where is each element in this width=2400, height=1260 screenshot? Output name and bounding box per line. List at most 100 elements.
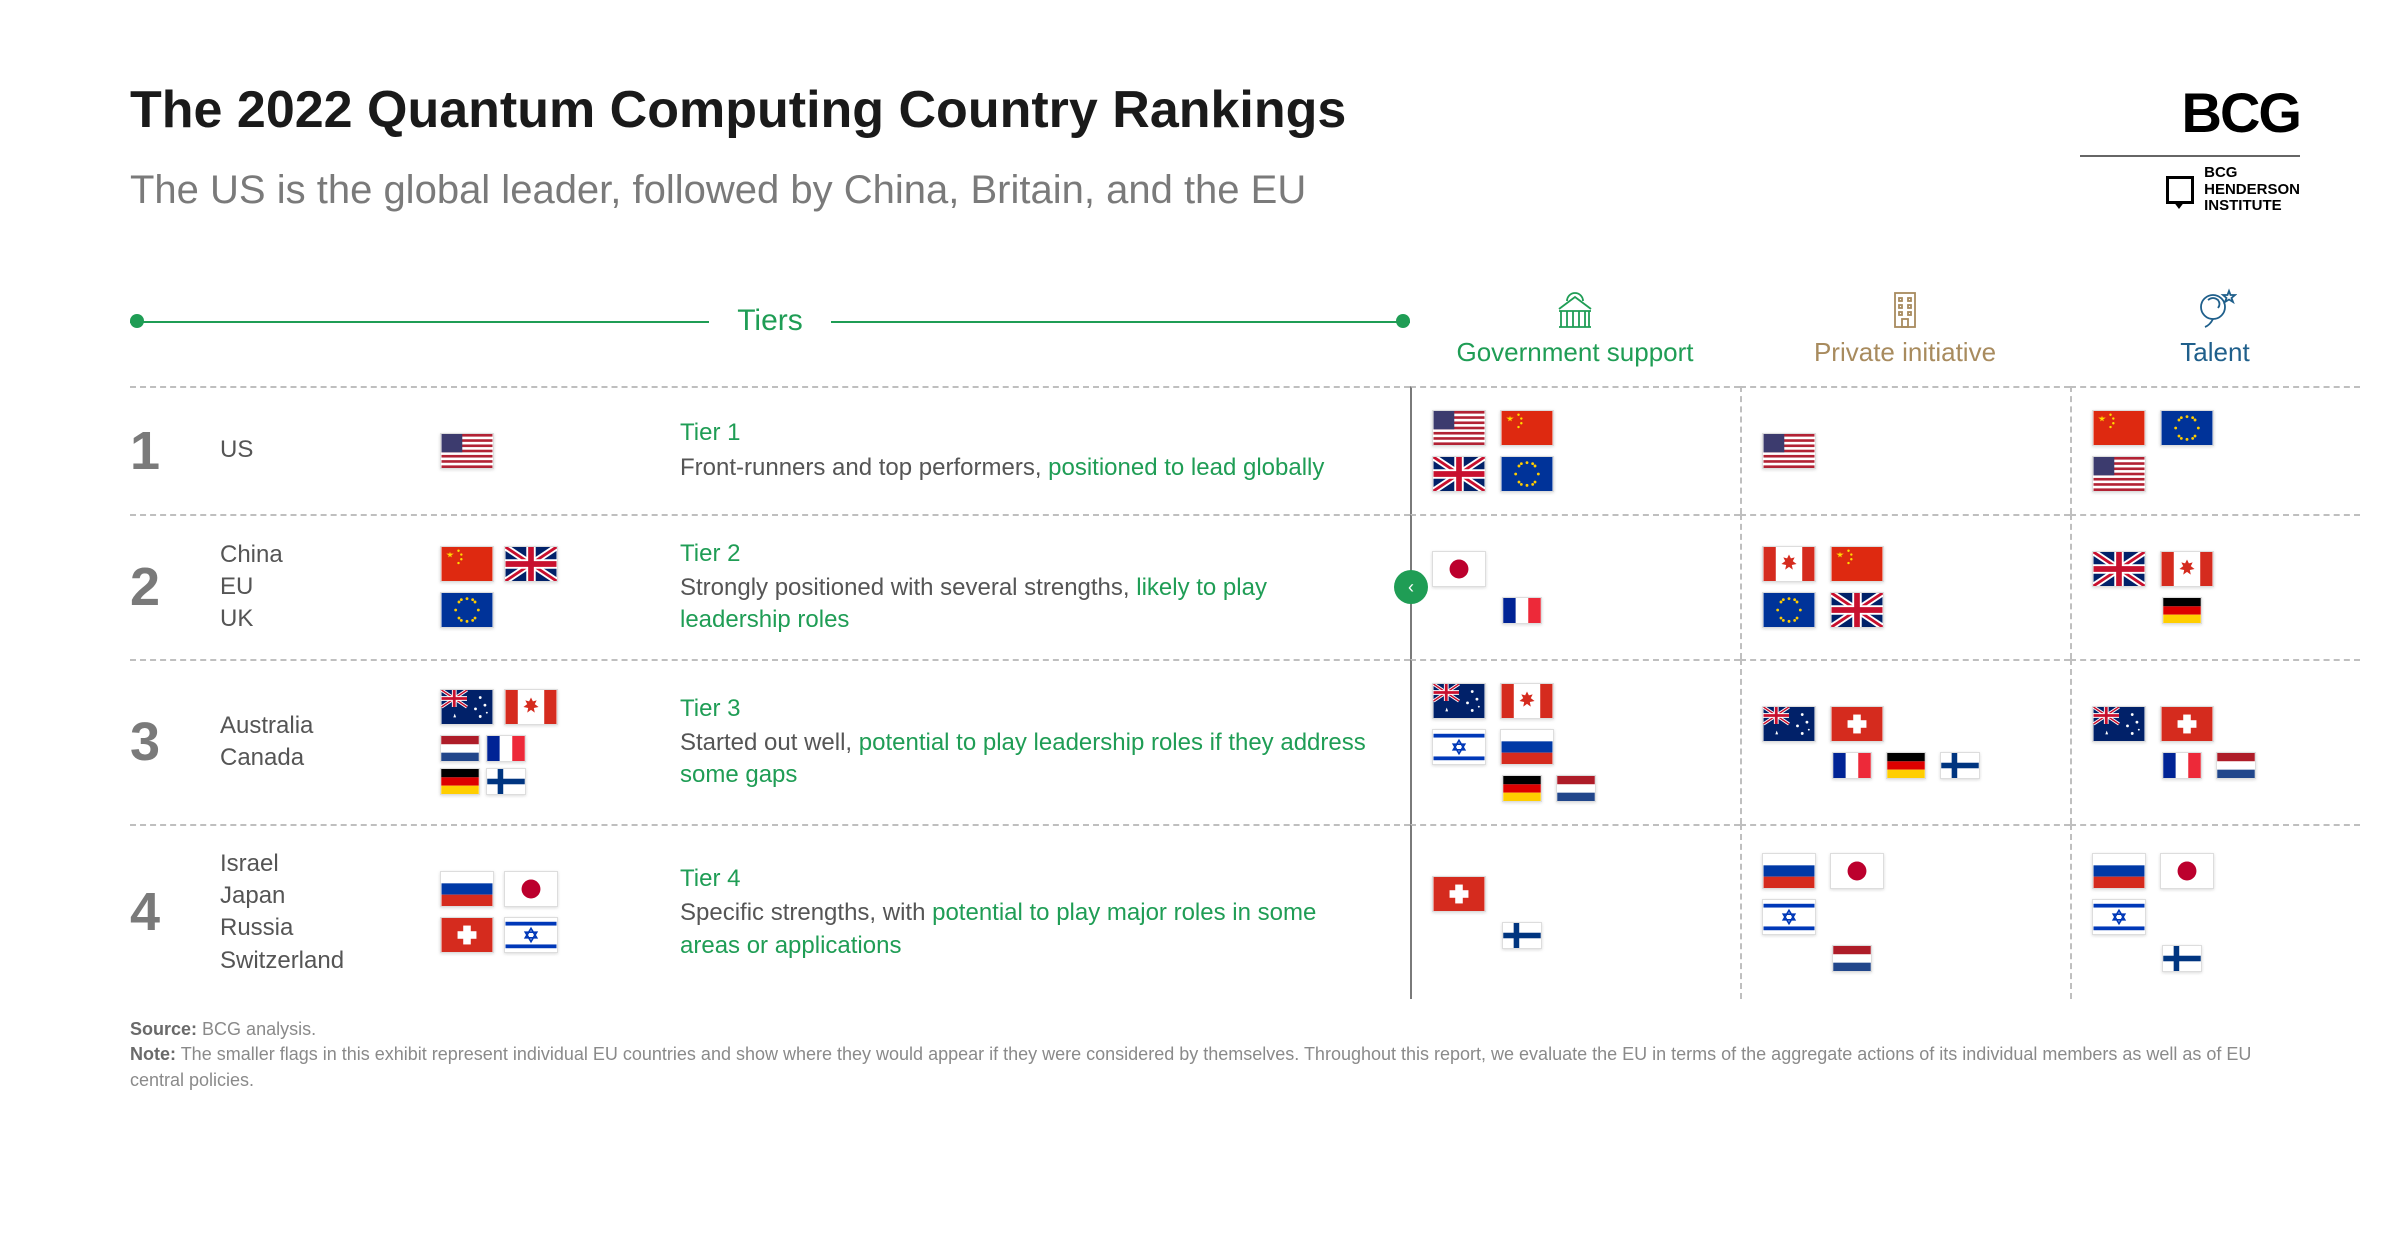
tier-flags	[440, 871, 670, 953]
flag-nl	[1556, 775, 1596, 802]
tier-number: 3	[130, 711, 210, 773]
flag-de	[440, 768, 480, 795]
tier-countries: IsraelJapanRussiaSwitzerland	[220, 848, 430, 978]
tier-row-3: 3AustraliaCanada Tier 3Started out well, …	[130, 659, 1410, 824]
flag-fi	[1502, 922, 1542, 949]
header-priv-label: Private initiative	[1740, 337, 2070, 368]
header-talent: Talent	[2070, 285, 2360, 386]
header-priv: Private initiative	[1740, 285, 2070, 386]
flag-fr	[1832, 752, 1872, 779]
page-subtitle: The US is the global leader, followed by…	[130, 168, 2080, 213]
cell-priv-t2	[1740, 514, 2070, 659]
note-text: The smaller flags in this exhibit repres…	[130, 1044, 2251, 1089]
flag-au	[1432, 683, 1486, 719]
flag-us	[1762, 433, 1816, 469]
flag-fr	[486, 735, 526, 762]
tier-flags	[440, 689, 670, 795]
flag-ca	[504, 689, 558, 725]
tiers-label: Tiers	[709, 304, 831, 338]
cell-gov-t2: ‹	[1410, 514, 1740, 659]
flag-jp	[1830, 853, 1884, 889]
flag-ca	[1500, 683, 1554, 719]
talent-icon	[2070, 285, 2360, 331]
flag-au	[1762, 706, 1816, 742]
flag-cn	[1830, 546, 1884, 582]
note-label: Note:	[130, 1044, 176, 1064]
tier-countries: US	[220, 434, 430, 466]
footer: Source: BCG analysis. Note: The smaller …	[130, 1017, 2300, 1093]
flag-jp	[1432, 551, 1486, 587]
tier-countries: AustraliaCanada	[220, 710, 430, 775]
cell-talent-t3	[2070, 659, 2360, 824]
cell-gov-t1	[1410, 386, 1740, 514]
cell-talent-t2	[2070, 514, 2360, 659]
tier-row-2: 2ChinaEUUK Tier 2Strongly positioned with…	[130, 514, 1410, 659]
sub-logo-line1: BCG	[2204, 165, 2300, 182]
flag-nl	[2216, 752, 2256, 779]
tier-countries: ChinaEUUK	[220, 539, 430, 636]
flag-de	[1502, 775, 1542, 802]
flag-cn	[440, 546, 494, 582]
flag-uk	[2092, 551, 2146, 587]
flag-ca	[2160, 551, 2214, 587]
tier-desc: Tier 1Front-runners and top performers, …	[680, 417, 1410, 484]
flag-fr	[1502, 597, 1542, 624]
divider-chevron-icon: ‹	[1394, 570, 1428, 604]
header-gov: Government support	[1410, 285, 1740, 386]
flag-de	[2162, 597, 2202, 624]
flag-cn	[1500, 410, 1554, 446]
tier-number: 2	[130, 556, 210, 618]
flag-cn	[2092, 410, 2146, 446]
tier-desc: Tier 4Specific strengths, with potential…	[680, 863, 1410, 962]
cell-priv-t4	[1740, 824, 2070, 1000]
tier-desc: Tier 3Started out well, potential to pla…	[680, 693, 1410, 792]
flag-nl	[1832, 945, 1872, 972]
cell-priv-t3	[1740, 659, 2070, 824]
flag-us	[1432, 410, 1486, 446]
flag-ch	[1830, 706, 1884, 742]
flag-eu	[1500, 456, 1554, 492]
flag-ru	[2092, 853, 2146, 889]
flag-ch	[2160, 706, 2214, 742]
bcg-logo-block: BCG BCG HENDERSON INSTITUTE	[2080, 80, 2300, 215]
flag-fr	[2162, 752, 2202, 779]
cell-talent-t4	[2070, 824, 2360, 1000]
tier-number: 1	[130, 420, 210, 482]
flag-us	[2092, 456, 2146, 492]
tier-row-4: 4IsraelJapanRussiaSwitzerland Tier 4Speci…	[130, 824, 1410, 1000]
tier-desc: Tier 2Strongly positioned with several s…	[680, 538, 1410, 637]
flag-il	[504, 917, 558, 953]
flag-il	[1762, 899, 1816, 935]
flag-nl	[440, 735, 480, 762]
flag-jp	[2160, 853, 2214, 889]
page-title: The 2022 Quantum Computing Country Ranki…	[130, 80, 2080, 140]
source-label: Source:	[130, 1019, 197, 1039]
cell-gov-t3	[1410, 659, 1740, 824]
ranking-grid: Tiers Government support Private initiat…	[130, 285, 2300, 1000]
flag-fi	[1940, 752, 1980, 779]
flag-ca	[1762, 546, 1816, 582]
flag-ru	[1762, 853, 1816, 889]
flag-eu	[1762, 592, 1816, 628]
sub-logo-line2: HENDERSON	[2204, 182, 2300, 199]
flag-uk	[504, 546, 558, 582]
flag-au	[2092, 706, 2146, 742]
sub-logo-line3: INSTITUTE	[2204, 198, 2300, 215]
cell-priv-t1	[1740, 386, 2070, 514]
flag-eu	[440, 592, 494, 628]
flag-ch	[440, 917, 494, 953]
tiers-header: Tiers	[130, 285, 1410, 357]
bcg-logo: BCG	[2080, 80, 2300, 145]
flag-eu	[2160, 410, 2214, 446]
flag-fi	[2162, 945, 2202, 972]
tier-number: 4	[130, 881, 210, 943]
flag-il	[2092, 899, 2146, 935]
flag-us	[440, 433, 494, 469]
flag-ru	[440, 871, 494, 907]
building-icon	[1740, 285, 2070, 331]
cell-gov-t4	[1410, 824, 1740, 1000]
header-talent-label: Talent	[2070, 337, 2360, 368]
tier-flags	[440, 546, 670, 628]
flag-au	[440, 689, 494, 725]
flag-jp	[504, 871, 558, 907]
